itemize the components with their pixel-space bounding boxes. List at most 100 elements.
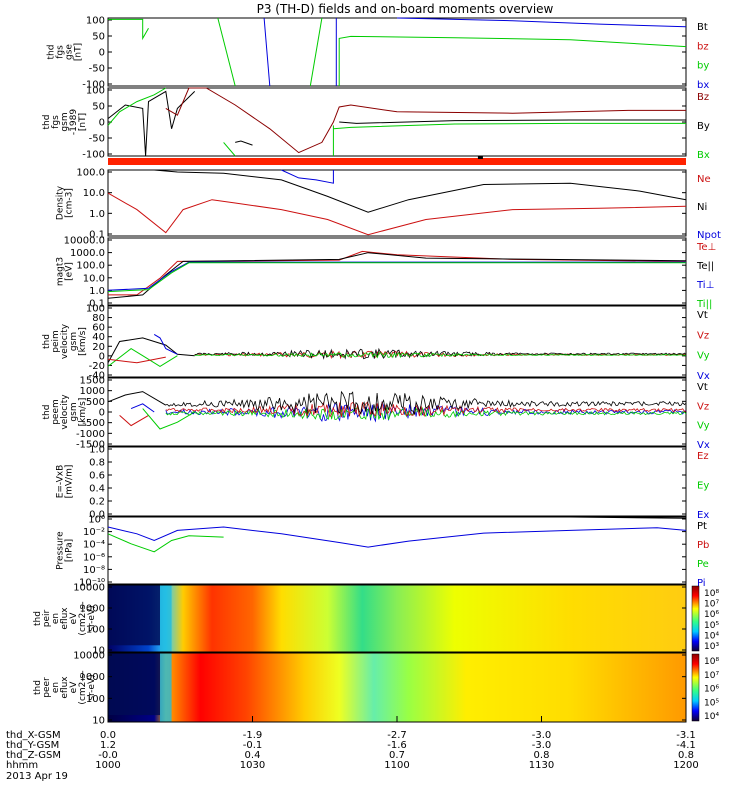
y-tick-label: 0.8 xyxy=(89,458,105,469)
y-tick-label: 10 xyxy=(92,716,105,727)
colorbar-tick-label: 10⁵ xyxy=(704,621,719,631)
y-tick-label: -50 xyxy=(89,134,105,145)
legend-entry: Pe xyxy=(697,559,709,570)
colorbar-tick-label: 10⁴ xyxy=(704,712,719,722)
colorbar-tick-label: 10⁴ xyxy=(704,631,719,641)
panel-frame xyxy=(108,517,686,584)
colorbar-tick-label: 10⁶ xyxy=(704,685,719,695)
Ni-trace xyxy=(154,170,686,212)
y-tick-label: 10000.0 xyxy=(64,236,105,247)
spectrogram-transition-region xyxy=(160,653,172,722)
y-tick-label: 100.0 xyxy=(76,168,105,179)
spectrogram-lowcount-region xyxy=(108,653,160,715)
y-axis-label: thd peir en eflux eV (cm2-s-sr-eV) xyxy=(33,601,97,635)
By-trace xyxy=(339,120,686,123)
y-tick-label: -1000 xyxy=(76,429,105,440)
Te-par-trace xyxy=(108,253,686,299)
x-axis-value: 1030 xyxy=(240,760,265,771)
legend-entry: Vx xyxy=(697,371,710,382)
y-tick-label: 100 xyxy=(86,86,105,97)
bx-trace xyxy=(264,18,270,86)
y-tick-label: 1.0 xyxy=(89,286,105,297)
x-axis-value: 1000 xyxy=(95,760,120,771)
legend-entry: Vz xyxy=(697,330,709,341)
legend-entry: Ti|| xyxy=(696,299,712,310)
y-tick-label: 10000 xyxy=(73,651,105,662)
spectrogram-image xyxy=(108,585,686,652)
y-axis-label: Density [cm-3] xyxy=(56,185,75,220)
colorbar-tick-label: 10⁸ xyxy=(704,657,719,667)
y-tick-label: 10⁻⁶ xyxy=(83,552,105,563)
y-axis-label: thd peer en eflux eV (cm2-s-sr-eV) xyxy=(33,670,97,704)
y-tick-label: 0.2 xyxy=(89,497,105,508)
Vx-trace xyxy=(131,404,154,412)
By-trace xyxy=(235,141,252,145)
legend-entry: Bt xyxy=(697,22,708,33)
y-tick-label: -50 xyxy=(89,64,105,75)
y-axis-label: thd fgs gsm -1989 [nT] xyxy=(42,109,88,135)
y-axis-label: thd peim velocity gsm [km/s] xyxy=(42,323,88,359)
Vt-trace xyxy=(108,338,195,363)
spectrogram-lowcount-region xyxy=(108,585,160,645)
colorbar-tick-label: 10³ xyxy=(704,642,719,652)
y-tick-label: 10.0 xyxy=(83,188,105,199)
y-tick-label: 100 xyxy=(86,16,105,27)
Bx-trace xyxy=(108,88,166,125)
legend-entry: Ni xyxy=(697,202,707,213)
overview-plot: P3 (TH-D) fields and on-board moments ov… xyxy=(0,0,750,800)
time-axis: thd_X-GSM 0.0 -1.9 -2.7 -3.0 -3.1 thd_Y-GSM 1.2… xyxy=(6,716,699,771)
y-tick-label: 0 xyxy=(99,408,105,419)
colorbar-tick-label: 10⁸ xyxy=(704,589,719,599)
y-axis-label-line: [mV/m] xyxy=(65,465,75,499)
Ti-par-trace xyxy=(108,263,686,292)
y-tick-label: 0 xyxy=(99,118,105,129)
legend-entry: Bz xyxy=(697,92,709,103)
y-tick-label: 100.0 xyxy=(76,261,105,272)
y-axis-label-line: [nT] xyxy=(78,113,88,131)
Te-perp-trace xyxy=(108,251,686,295)
panels-layer: 100500-50-100thd fgs gse [nT]Btbzbybx100500… xyxy=(33,16,721,727)
legend-entry: Ez xyxy=(697,451,709,462)
y-tick-label: 500 xyxy=(86,397,105,408)
legend-entry: bx xyxy=(697,80,709,91)
y-axis-label-line: sr-eV) xyxy=(87,605,97,631)
separator-bar xyxy=(108,158,686,165)
legend-entry: Bx xyxy=(697,150,710,161)
separator-tick xyxy=(478,156,483,159)
y-axis-label-line: [cm-3] xyxy=(65,188,75,218)
y-axis-label-line: [km/s] xyxy=(78,398,88,427)
y-tick-label: 10⁻⁸ xyxy=(83,565,105,576)
legend-entry: Vt xyxy=(697,382,708,393)
colorbar-tick-label: 10⁷ xyxy=(704,600,719,610)
y-tick-label: 1500 xyxy=(80,376,105,387)
legend-entry: by xyxy=(697,61,709,72)
by-trace xyxy=(310,18,322,86)
y-tick-label: 50 xyxy=(92,32,105,43)
legend-entry: Vx xyxy=(697,440,710,451)
y-axis-label: magt3 [eV] xyxy=(56,257,75,286)
By-trace xyxy=(108,91,195,156)
colorbar xyxy=(692,654,699,721)
legend-entry: Pt xyxy=(697,521,707,532)
spectrogram-image xyxy=(108,653,686,722)
y-tick-label: 0.4 xyxy=(89,484,105,495)
legend-entry: Ti⊥ xyxy=(696,280,714,291)
spectrogram-transition-region xyxy=(160,585,172,652)
panel-frame xyxy=(108,238,686,305)
x-axis-value: 1200 xyxy=(673,760,698,771)
y-axis-label-line: [nT] xyxy=(74,43,84,61)
Vt-trace xyxy=(108,392,166,406)
legend-entry: bz xyxy=(697,41,709,52)
y-tick-label: -100 xyxy=(82,150,105,161)
y-axis-label: Pressure [nPa] xyxy=(56,531,75,570)
legend-entry: Te⊥ xyxy=(696,242,716,253)
legend-entry: Vy xyxy=(697,421,710,432)
x-axis-row-label: hhmm xyxy=(6,760,38,771)
legend-entry: Vt xyxy=(697,310,708,321)
legend-entry: Vy xyxy=(697,351,710,362)
Vz-trace xyxy=(108,357,166,363)
colorbar xyxy=(692,586,699,651)
y-tick-label: 10⁻⁴ xyxy=(83,540,105,551)
Bx-trace xyxy=(333,123,686,128)
y-tick-label: 10000 xyxy=(73,583,105,594)
